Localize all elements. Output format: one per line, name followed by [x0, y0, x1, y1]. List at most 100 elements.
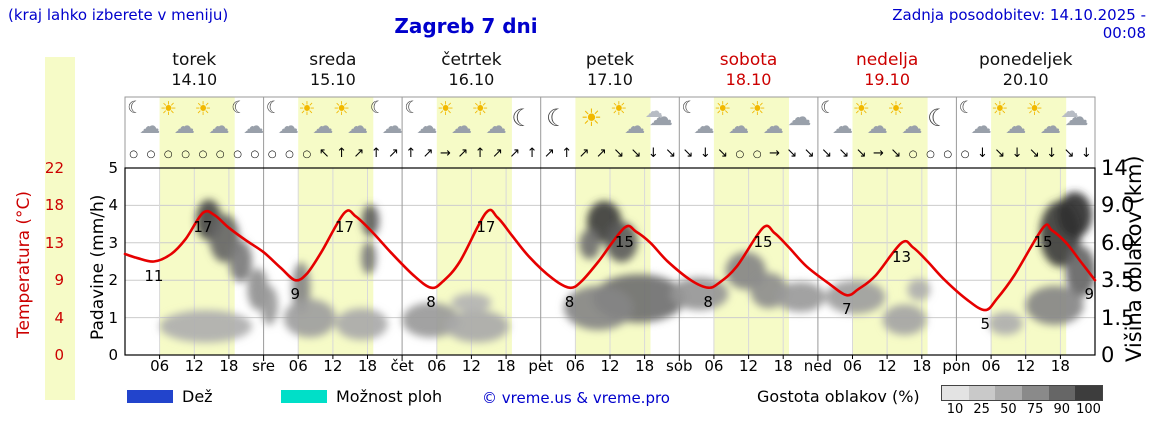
- wind-calm-symbol: ○: [163, 149, 173, 160]
- moon-icon: ☾: [820, 98, 836, 118]
- wind-barb-symbol: →: [769, 146, 780, 161]
- wind-barb-symbol: ↑: [526, 146, 538, 161]
- cloud-blob: [159, 310, 252, 343]
- wind-barb-symbol: ↗: [543, 146, 555, 161]
- temperature-value-label: 7: [841, 300, 852, 319]
- cloud-blob: [283, 298, 336, 338]
- sun-icon: ☀: [333, 98, 351, 120]
- precip-tick-label: 1: [108, 308, 118, 327]
- x-tick-label: 12: [323, 357, 343, 375]
- wind-barb-symbol: ↘: [630, 146, 642, 161]
- density-segment: [1075, 386, 1103, 400]
- day-name: sreda: [309, 50, 357, 70]
- sun-icon: ☀: [159, 98, 177, 120]
- cloud-icon: ☁: [347, 114, 369, 138]
- temperature-value-label: 15: [1033, 232, 1053, 251]
- cloud-icon: ☁: [1005, 114, 1027, 138]
- cloud-icon: ☁: [1060, 101, 1079, 122]
- cloud-icon: ☁: [1040, 114, 1062, 138]
- wind-calm-symbol: ○: [233, 149, 242, 160]
- x-tick-label: 18: [635, 357, 655, 375]
- density-segment: [968, 386, 996, 400]
- temperature-value-label: 15: [753, 232, 773, 251]
- cloud-icon: ☁: [451, 114, 473, 138]
- cloud-icon: ☁: [208, 114, 230, 138]
- wind-calm-symbol: ○: [960, 149, 970, 160]
- weather-icon-sun-cloud: ☀ ☁: [437, 100, 473, 138]
- cloud-icon: ☁: [173, 114, 195, 138]
- day-name: petek: [585, 50, 635, 70]
- cloud-icon: ☁: [693, 114, 715, 138]
- cloud-blob: [361, 204, 380, 237]
- wind-barb-symbol: ↘: [803, 146, 815, 161]
- wind-barb-symbol: ↗: [422, 146, 434, 161]
- precip-tick-label: 3: [108, 233, 118, 252]
- sun-icon: ☀: [298, 98, 316, 120]
- day-name: nedelja: [855, 50, 919, 70]
- weather-icon-sun-cloud: ☀ ☁: [333, 98, 369, 138]
- cloud-blob: [563, 285, 634, 330]
- weather-icon-sun-cloud: ☀ ☁: [159, 98, 195, 138]
- x-tick-label: sob: [666, 357, 693, 375]
- weather-icon-sun-cloud: ☀ ☁: [714, 100, 749, 137]
- temperature-value-label: 15: [614, 232, 634, 251]
- x-tick-label: 06: [704, 357, 724, 375]
- weather-icon-clouds: ☁ ☁: [1061, 101, 1095, 137]
- cloud-blob: [1057, 192, 1093, 238]
- cloud-icon: ☁: [787, 103, 812, 131]
- wind-barb-symbol: ↓: [976, 146, 988, 161]
- x-tick-label: čet: [390, 357, 414, 375]
- wind-barb-symbol: ↗: [595, 146, 607, 161]
- wind-barb-symbol: ↗: [509, 146, 521, 161]
- cloud-blob: [1065, 245, 1095, 297]
- x-tick-label: 12: [461, 357, 481, 375]
- day-date: 20.10: [1002, 70, 1049, 89]
- cloud-blob: [361, 241, 377, 275]
- day-name: sobota: [719, 50, 778, 70]
- wind-barb-symbol: ↓: [1011, 146, 1023, 161]
- x-tick-label: 06: [150, 357, 170, 375]
- sun-icon: ☀: [194, 98, 212, 120]
- weather-icon-moon-cloud: ☾ ☁: [229, 100, 264, 137]
- cloud-icon: ☁: [139, 114, 161, 138]
- wind-calm-symbol: ○: [943, 149, 953, 160]
- cloud-tick-label: 1.5: [1101, 305, 1135, 330]
- wind-calm-symbol: ○: [181, 149, 190, 160]
- x-tick-label: 18: [496, 357, 516, 375]
- weather-icon-moon: ☾: [922, 101, 956, 137]
- cloud-icon: ☁: [485, 114, 507, 138]
- cloud-icon: ☁: [644, 101, 663, 122]
- moon-icon: ☾: [958, 98, 974, 118]
- cloud-icon: ☁: [624, 114, 646, 138]
- cloud-icon: ☁: [416, 114, 438, 138]
- wind-barb-symbol: ↘: [1028, 146, 1040, 161]
- temp-tick-label: 4: [54, 308, 64, 327]
- day-name: ponedeljek: [978, 50, 1073, 70]
- shower-legend-label: Možnost ploh: [336, 387, 443, 406]
- weather-icon-clouds: ☁ ☁: [645, 101, 679, 137]
- copyright-link[interactable]: © vreme.us & vreme.pro: [482, 389, 670, 407]
- x-tick-label: 18: [912, 357, 932, 375]
- day-date: 17.10: [587, 70, 633, 89]
- weather-icon-sun-cloud: ☀ ☁: [610, 100, 646, 138]
- cloud-tick-label: 3.5: [1101, 268, 1135, 293]
- x-tick-label: 12: [739, 357, 759, 375]
- wind-barb-symbol: ↑: [370, 146, 382, 161]
- cloud-blob: [882, 304, 927, 336]
- density-segment: [1022, 386, 1049, 400]
- cloud-icon: ☁: [648, 103, 673, 131]
- wind-calm-symbol: ○: [735, 149, 745, 160]
- wind-barb-symbol: ↘: [786, 146, 798, 161]
- day-date: 18.10: [725, 70, 772, 89]
- density-tick-label: 10: [946, 402, 964, 417]
- wind-barb-symbol: ↘: [855, 146, 867, 161]
- temp-tick-label: 18: [44, 196, 64, 215]
- wind-barb-symbol: ↘: [717, 146, 729, 161]
- weather-icon-sun-cloud: ☀ ☁: [991, 100, 1027, 138]
- wind-calm-symbol: ○: [198, 149, 208, 160]
- cloud-blob: [579, 229, 601, 260]
- shower-legend-swatch: [281, 390, 327, 403]
- moon-icon: ☾: [404, 98, 420, 118]
- weather-icon-moon-cloud: ☾ ☁: [264, 100, 299, 137]
